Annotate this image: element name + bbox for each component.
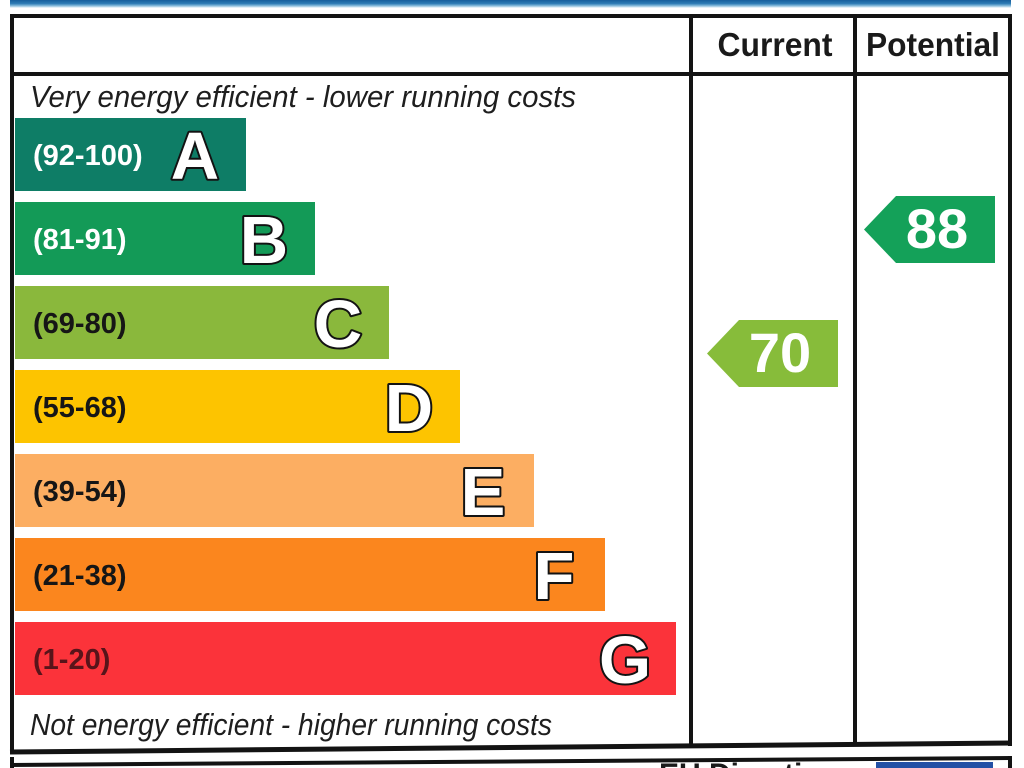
- svg-text:Very energy efficient - lower: Very energy efficient - lower running co…: [30, 79, 576, 114]
- svg-text:88: 88: [906, 197, 968, 260]
- svg-text:(92-100): (92-100): [33, 140, 143, 172]
- svg-text:Not energy efficient - higher: Not energy efficient - higher running co…: [30, 707, 552, 742]
- svg-text:B: B: [240, 203, 288, 278]
- svg-text:A: A: [171, 119, 219, 194]
- svg-text:EU Directive: EU Directive: [659, 758, 836, 768]
- svg-text:D: D: [385, 371, 433, 446]
- svg-text:Current: Current: [718, 26, 833, 63]
- svg-text:(21-38): (21-38): [33, 560, 127, 592]
- svg-text:F: F: [534, 539, 575, 614]
- svg-text:G: G: [599, 623, 651, 698]
- svg-text:(81-91): (81-91): [33, 224, 127, 256]
- svg-text:(39-54): (39-54): [33, 476, 127, 508]
- svg-text:C: C: [314, 287, 362, 362]
- svg-text:(69-80): (69-80): [33, 308, 127, 340]
- svg-text:(1-20): (1-20): [33, 644, 110, 676]
- svg-text:70: 70: [749, 321, 811, 384]
- svg-text:E: E: [461, 455, 506, 530]
- svg-text:(55-68): (55-68): [33, 392, 127, 424]
- svg-text:Potential: Potential: [866, 26, 1000, 63]
